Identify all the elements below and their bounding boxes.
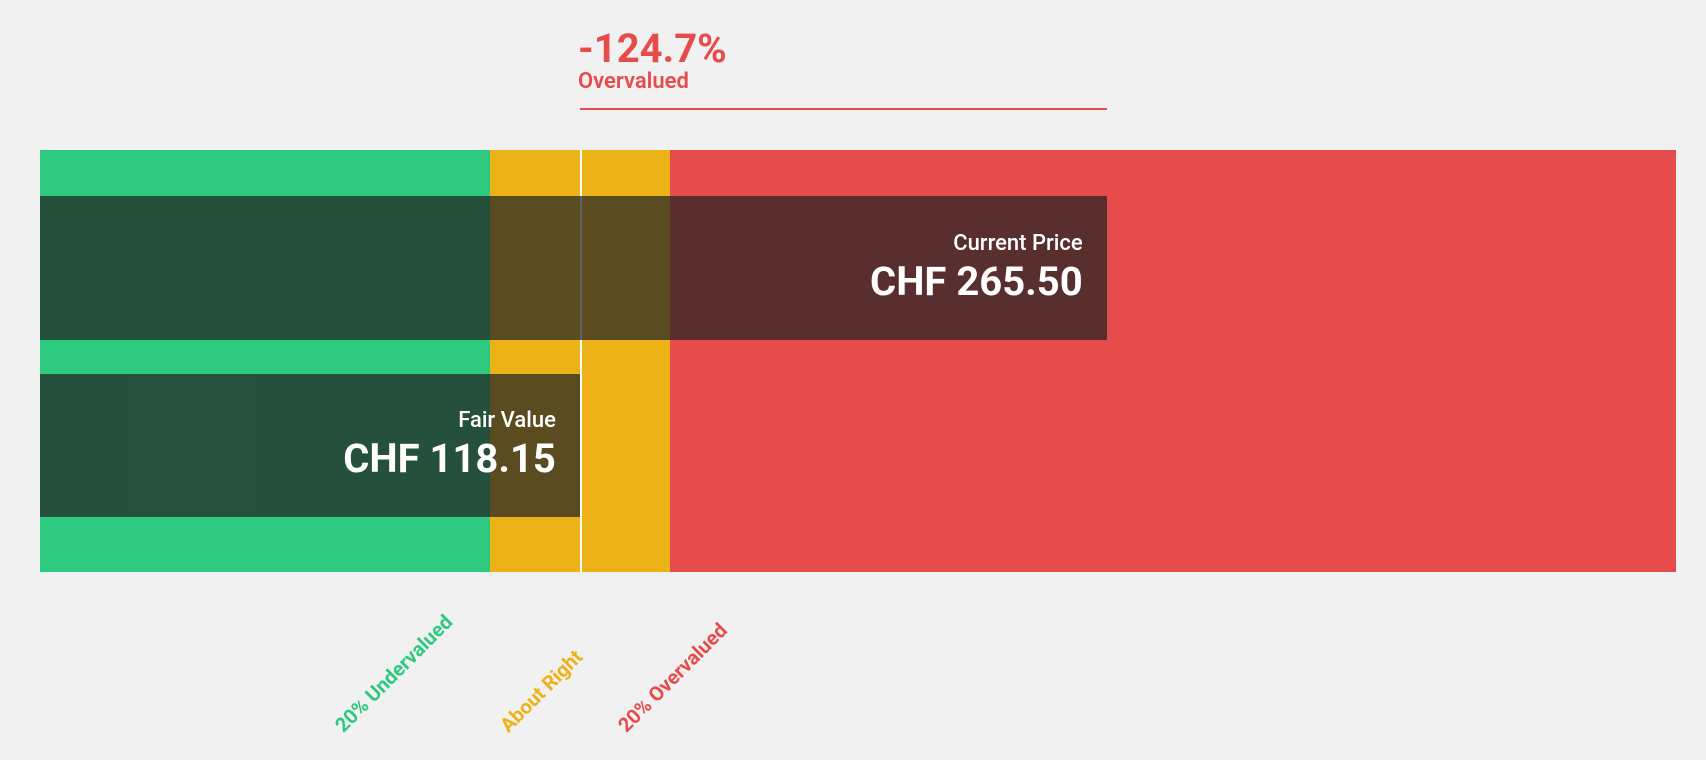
valuation-chart: Current Price CHF 265.50 Fair Value CHF … [40, 150, 1676, 572]
fair-value-value: CHF 118.15 [343, 435, 556, 482]
fair-value-bar: Fair Value CHF 118.15 [40, 374, 580, 517]
axis-label-undervalued: 20% Undervalued [330, 610, 457, 737]
current-price-bar: Current Price CHF 265.50 [40, 196, 1107, 339]
axis-label-about-right: About Right [495, 645, 587, 737]
valuation-headline: -124.7% Overvalued [578, 28, 727, 94]
axis-label-overvalued: 20% Overvalued [613, 618, 732, 737]
valuation-headline-line [580, 108, 1107, 110]
current-price-value: CHF 265.50 [870, 258, 1083, 305]
fair-value-label: Fair Value [458, 408, 556, 433]
valuation-percent: -124.7% [578, 28, 727, 70]
current-price-label: Current Price [953, 231, 1082, 256]
valuation-word: Overvalued [578, 70, 727, 94]
